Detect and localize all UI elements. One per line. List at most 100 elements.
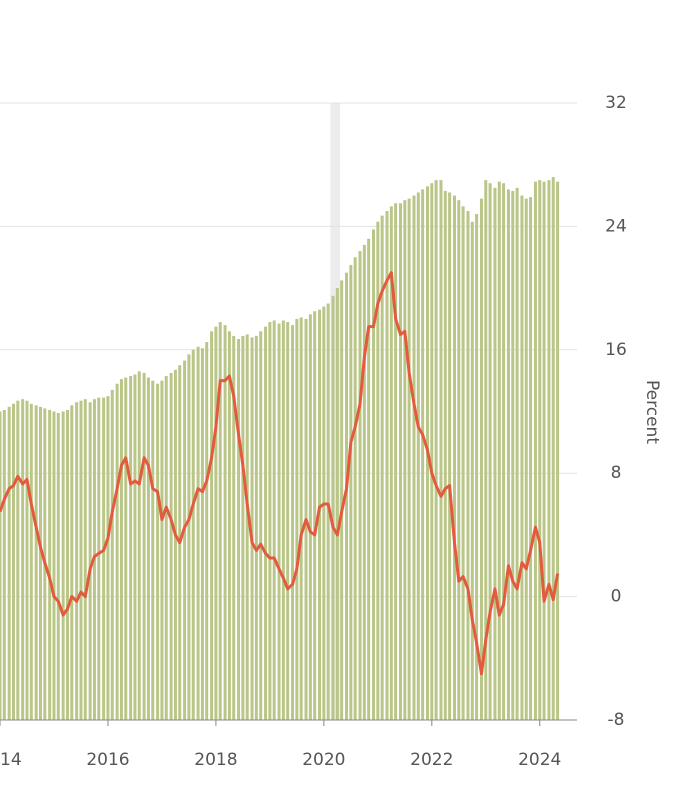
bar [129, 376, 133, 720]
bar [183, 360, 187, 720]
bar [237, 339, 241, 720]
bar [484, 180, 488, 720]
bar [254, 335, 258, 720]
bar [29, 403, 33, 720]
bar [70, 405, 74, 720]
bar [542, 181, 546, 721]
bar [277, 323, 281, 720]
bar [466, 210, 470, 720]
bar [547, 180, 551, 720]
bar [389, 206, 393, 720]
y-tick-label: 24 [605, 216, 627, 236]
bar [232, 335, 236, 720]
x-tick-label: 2024 [518, 750, 561, 770]
bar [520, 195, 524, 721]
bar [48, 409, 52, 720]
bar [115, 383, 119, 720]
bar [250, 337, 254, 720]
bar [308, 314, 312, 720]
bar [218, 322, 222, 720]
bar [151, 380, 155, 720]
y-tick-label: 32 [605, 93, 627, 113]
bar [200, 348, 204, 720]
bar [268, 322, 272, 720]
bar [470, 221, 474, 720]
bar [367, 238, 371, 721]
bar [214, 326, 218, 720]
x-tick-label: 2014 [0, 750, 22, 770]
bar [349, 264, 353, 720]
bar [291, 325, 295, 720]
bar [259, 331, 263, 720]
bar [2, 409, 6, 720]
bar [25, 400, 29, 720]
bar [124, 377, 128, 720]
bar [556, 181, 560, 721]
bar [264, 326, 268, 720]
shaded-region [330, 103, 341, 720]
bar [322, 306, 326, 720]
bar [146, 377, 150, 720]
line [0, 271, 560, 676]
bar [133, 374, 137, 720]
bar [83, 399, 87, 720]
bar [331, 295, 335, 720]
bar [551, 177, 555, 721]
bar [272, 320, 276, 720]
bar [65, 409, 69, 720]
bar [34, 405, 38, 720]
bar [227, 331, 231, 720]
bar [439, 180, 443, 720]
bar [119, 379, 123, 720]
y-tick-label: 0 [611, 587, 622, 607]
bar [52, 411, 56, 720]
bar [372, 229, 376, 721]
bar [529, 197, 533, 720]
bar [205, 342, 209, 720]
bar [524, 198, 528, 720]
y-tick-label: 8 [611, 463, 622, 483]
bar [502, 183, 506, 720]
bar [160, 380, 164, 720]
bar [430, 183, 434, 720]
bar [137, 371, 141, 720]
bar [7, 406, 11, 720]
bar [88, 402, 92, 720]
bar [102, 397, 106, 720]
bar [56, 413, 60, 720]
bar [38, 406, 42, 720]
bar [448, 192, 452, 721]
bar [61, 411, 65, 720]
bar [142, 372, 146, 720]
x-tick-label: 2020 [302, 750, 345, 770]
x-tick-label: 2022 [410, 750, 453, 770]
bar [533, 181, 537, 721]
bar [281, 320, 285, 720]
bar [169, 372, 173, 720]
bar [488, 183, 492, 720]
bar [345, 272, 349, 720]
bar [326, 303, 330, 720]
bar [385, 210, 389, 720]
bar [223, 325, 227, 720]
bar [452, 195, 456, 721]
bar [75, 402, 79, 720]
bar [475, 214, 479, 720]
y-axis-label: Percent [642, 380, 662, 444]
bar [403, 200, 407, 721]
bar [173, 369, 177, 720]
bar [398, 203, 402, 720]
x-tick-label: 2016 [86, 750, 129, 770]
bar [434, 180, 438, 720]
bar [156, 383, 160, 720]
bar [457, 200, 461, 721]
bar [479, 198, 483, 720]
bar [313, 311, 317, 720]
bar [412, 195, 416, 721]
bar [416, 192, 420, 721]
bar [538, 180, 542, 720]
bar [461, 206, 465, 720]
bar [340, 280, 344, 720]
bar [443, 190, 447, 721]
